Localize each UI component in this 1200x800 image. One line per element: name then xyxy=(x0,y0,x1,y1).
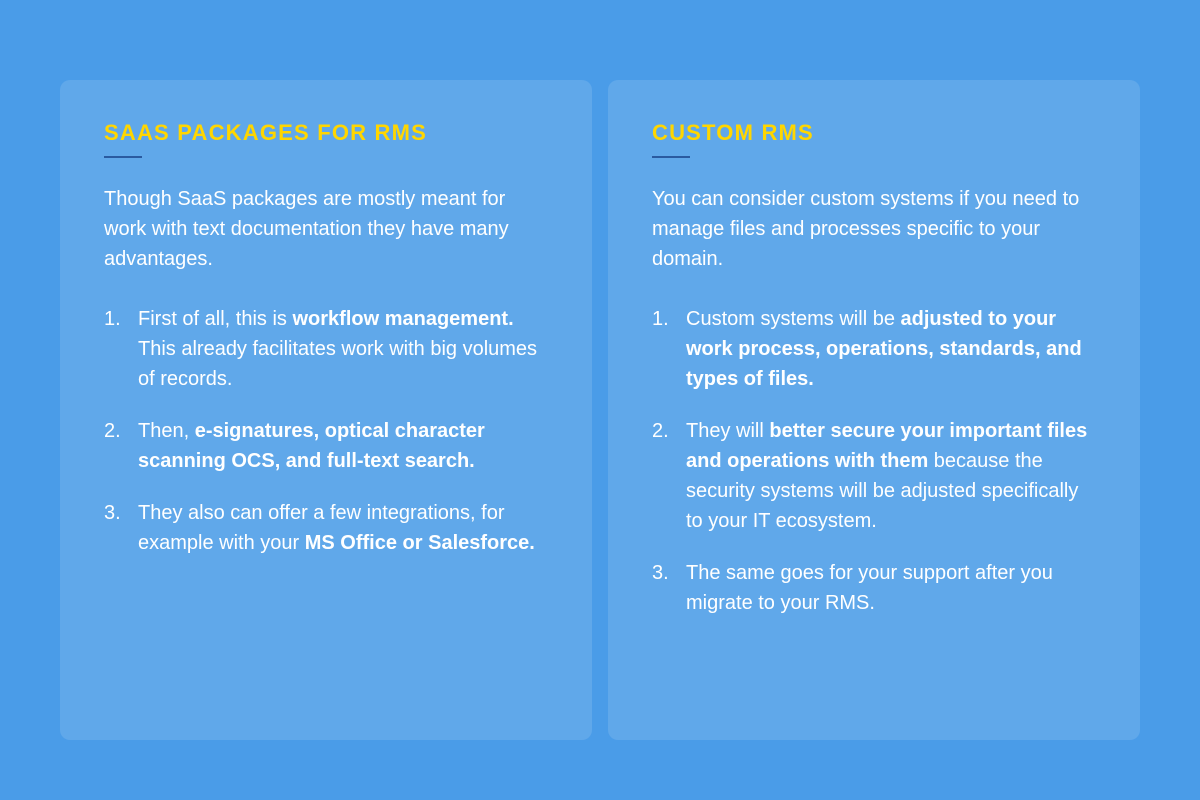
list-item: Then, e-signatures, optical character sc… xyxy=(104,416,552,476)
item-pre: Then, xyxy=(138,420,195,442)
list-item: Custom systems will be adjusted to your … xyxy=(652,304,1100,394)
list-item: The same goes for your support after you… xyxy=(652,558,1100,618)
card-custom: CUSTOM RMS You can consider custom syste… xyxy=(608,80,1140,740)
item-pre: Custom systems will be xyxy=(686,308,901,330)
card-intro: Though SaaS packages are mostly meant fo… xyxy=(104,184,552,274)
card-title: CUSTOM RMS xyxy=(652,120,1100,146)
item-post: This already facilitates work with big v… xyxy=(138,338,537,390)
title-underline xyxy=(104,156,142,158)
card-title: SAAS PACKAGES FOR RMS xyxy=(104,120,552,146)
item-bold: workflow management. xyxy=(292,308,513,330)
item-pre: They will xyxy=(686,420,769,442)
list-item: First of all, this is workflow managemen… xyxy=(104,304,552,394)
card-saas: SAAS PACKAGES FOR RMS Though SaaS packag… xyxy=(60,80,592,740)
card-intro: You can consider custom systems if you n… xyxy=(652,184,1100,274)
title-underline xyxy=(652,156,690,158)
item-bold: MS Office or Salesforce. xyxy=(305,532,535,554)
item-pre: First of all, this is xyxy=(138,308,292,330)
card-list: Custom systems will be adjusted to your … xyxy=(652,304,1100,618)
item-pre: The same goes for your support after you… xyxy=(686,562,1053,614)
card-list: First of all, this is workflow managemen… xyxy=(104,304,552,558)
list-item: They also can offer a few integrations, … xyxy=(104,498,552,558)
list-item: They will better secure your important f… xyxy=(652,416,1100,536)
